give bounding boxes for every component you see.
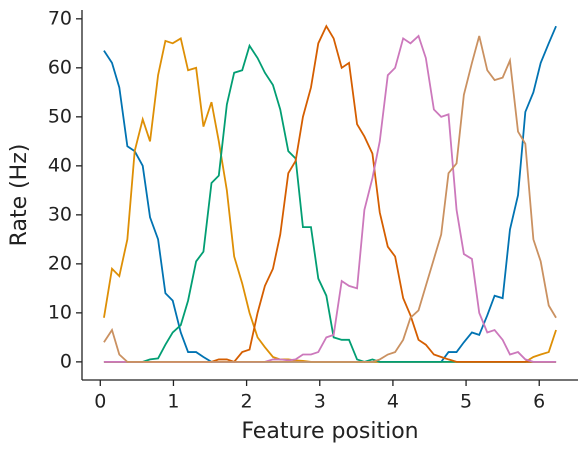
- x-tick-label: 3: [314, 391, 326, 413]
- series-line: [103, 35, 557, 363]
- y-axis-label: Rate (Hz): [7, 144, 32, 247]
- x-tick-label: 5: [460, 391, 472, 413]
- x-tick-label: 4: [387, 391, 399, 413]
- x-tick-label: 6: [533, 391, 545, 413]
- x-axis-label: Feature position: [241, 419, 418, 444]
- x-tick-label: 1: [167, 391, 179, 413]
- y-tick-label: 70: [48, 7, 72, 29]
- y-tick-label: 40: [48, 154, 72, 176]
- x-tick-label: 2: [241, 391, 253, 413]
- y-tick-label: 20: [48, 252, 72, 274]
- y-tick-label: 30: [48, 203, 72, 225]
- y-tick-label: 50: [48, 105, 72, 127]
- y-tick-label: 10: [48, 301, 72, 323]
- x-tick-label: 0: [94, 391, 106, 413]
- y-tick-label: 0: [60, 350, 72, 372]
- y-tick-label: 60: [48, 56, 72, 78]
